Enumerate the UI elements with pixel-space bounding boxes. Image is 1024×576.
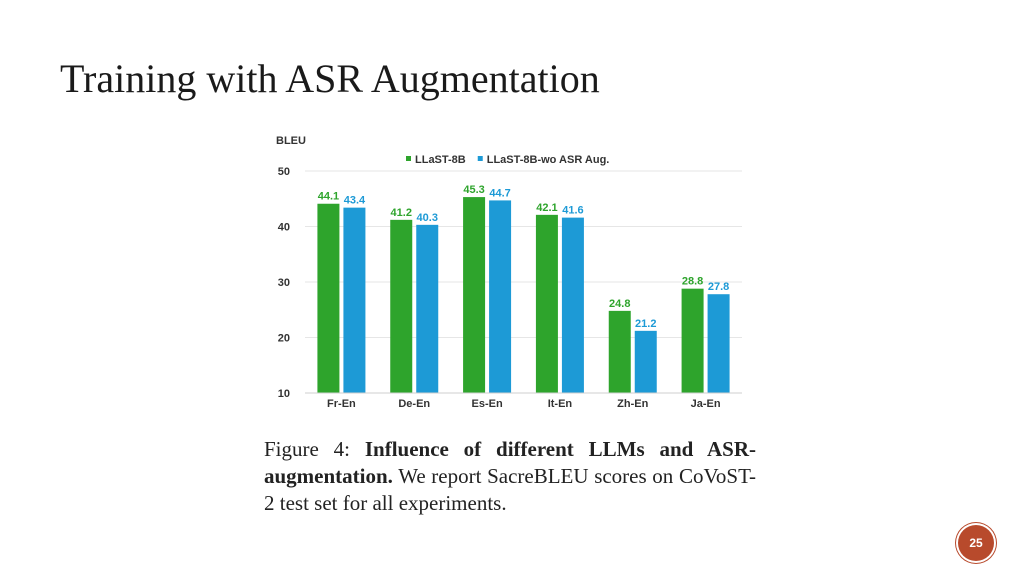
- bar: [343, 207, 366, 393]
- x-tick-label: Es-En: [471, 398, 502, 410]
- bar: [416, 224, 439, 393]
- data-label: 42.1: [536, 202, 557, 214]
- bleu-bar-chart: BLEU 10 20 30 40 50 LLaST-8B LLaST-8B-wo ASR Au…: [276, 135, 742, 410]
- bar: [634, 330, 657, 393]
- y-tick-label: 40: [278, 222, 290, 234]
- bar: [681, 288, 704, 393]
- bar: [561, 217, 584, 393]
- figure-caption: Figure 4: Influence of different LLMs an…: [264, 436, 756, 517]
- data-label: 43.4: [344, 195, 366, 207]
- data-label: 24.8: [609, 298, 630, 310]
- x-tick-label: De-En: [398, 398, 430, 410]
- caption-text: We report SacreBLEU scores on CoVoST-2 t…: [264, 464, 756, 515]
- bar: [463, 197, 486, 393]
- data-label: 27.8: [708, 281, 729, 293]
- bar: [390, 219, 413, 393]
- data-label: 41.2: [391, 207, 412, 219]
- y-axis-label: BLEU: [276, 135, 306, 147]
- y-tick-label: 10: [278, 388, 290, 400]
- data-label: 40.3: [417, 212, 438, 224]
- data-label: 28.8: [682, 276, 703, 288]
- legend-label: LLaST-8B-wo ASR Aug.: [487, 154, 610, 166]
- legend-label: LLaST-8B: [415, 154, 466, 166]
- legend-swatch: [477, 156, 483, 161]
- slide-title: Training with ASR Augmentation: [60, 56, 600, 101]
- data-label: 44.1: [318, 191, 339, 203]
- data-label: 41.6: [562, 205, 583, 217]
- y-tick-label: 20: [278, 333, 290, 345]
- page-number-badge: 25: [958, 525, 994, 561]
- data-label: 44.7: [489, 187, 510, 199]
- x-tick-label: Ja-En: [691, 398, 721, 410]
- bar: [535, 214, 558, 393]
- legend-swatch: [406, 156, 411, 161]
- caption-label: Figure 4:: [264, 437, 350, 461]
- bar: [608, 310, 631, 393]
- x-tick-label: It-En: [548, 398, 573, 410]
- caption-bold: Influence of different LLMs and ASR-augm…: [264, 437, 756, 488]
- bar: [317, 203, 340, 393]
- y-tick-label: 50: [278, 166, 290, 178]
- bar: [489, 200, 512, 393]
- x-tick-label: Zh-En: [617, 398, 648, 410]
- bar: [707, 294, 730, 393]
- page-number: 25: [969, 536, 983, 550]
- data-label: 21.2: [635, 318, 656, 330]
- y-tick-label: 30: [278, 277, 290, 289]
- x-tick-label: Fr-En: [327, 398, 356, 410]
- data-label: 45.3: [463, 184, 484, 196]
